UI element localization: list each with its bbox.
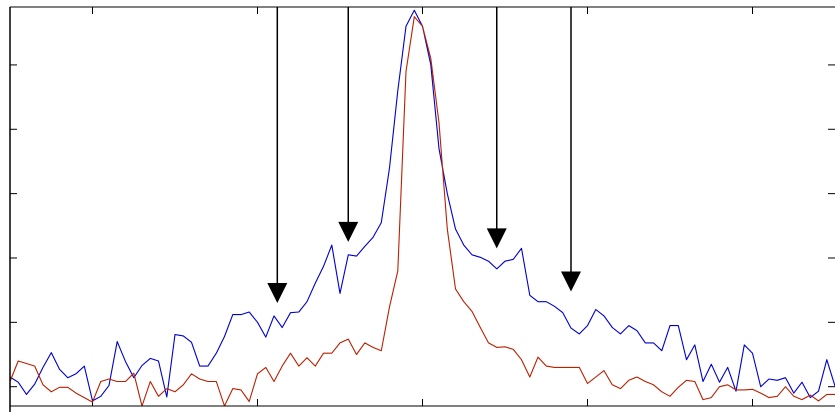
series-line-1 — [9, 16, 835, 407]
arrow-head-1 — [338, 221, 359, 242]
axis-ticks — [10, 7, 835, 406]
plot-frame — [9, 6, 835, 412]
arrow-head-2 — [486, 228, 507, 249]
series-group — [9, 9, 835, 407]
arrow-head-3 — [561, 271, 581, 292]
series-line-0 — [9, 9, 835, 402]
annotations — [267, 7, 581, 304]
arrow-head-0 — [267, 283, 288, 304]
